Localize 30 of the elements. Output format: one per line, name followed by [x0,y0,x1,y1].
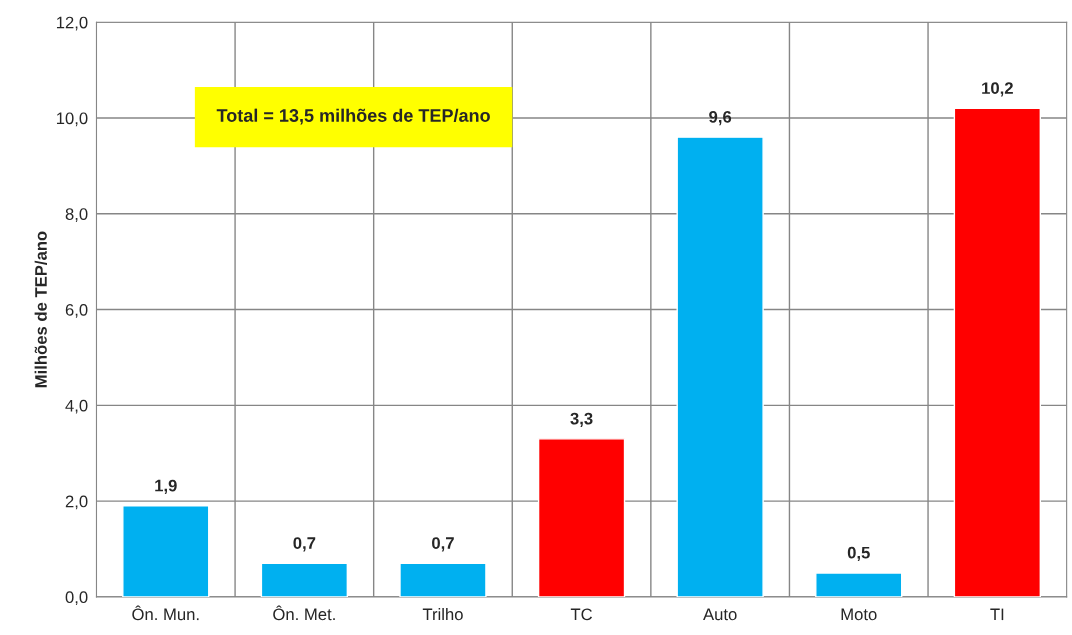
y-tick-label: 4,0 [65,399,88,414]
data-label: 9,6 [709,110,732,126]
y-tick-label: 8,0 [65,208,88,222]
y-tick-label: 6,0 [65,303,88,318]
bar [676,136,764,597]
y-tick-label: 12,0 [56,16,88,31]
bar [537,438,626,597]
data-label: 0,7 [432,537,454,552]
bar [953,107,1042,597]
data-label: 10,2 [982,82,1013,97]
bar [260,562,349,597]
y-tick-label: 10,0 [56,112,88,127]
x-tick-label: TC [570,608,593,621]
annotation: Total = 13,5 milhões de TEP/ano [216,108,490,125]
x-tick-label: Auto [703,608,737,621]
data-label: 3,3 [570,412,593,427]
y-tick-label: 0,0 [65,591,88,606]
data-label: 1,9 [155,479,177,494]
bar [122,505,210,597]
x-tick-label: Moto [841,608,877,621]
x-tick-label: TI [990,608,1004,621]
x-tick-label: Ôn. Met. [273,605,335,621]
x-tick-label: Trilho [422,608,463,621]
bar [399,562,487,597]
data-label: 0,7 [293,537,316,552]
y-axis-title: Milhões de TEP/ano [34,231,48,388]
x-tick-label: Ôn. Mun. [132,605,199,621]
y-tick-label: 2,0 [65,495,88,510]
bar [815,572,903,597]
data-label: 0,5 [847,546,870,561]
